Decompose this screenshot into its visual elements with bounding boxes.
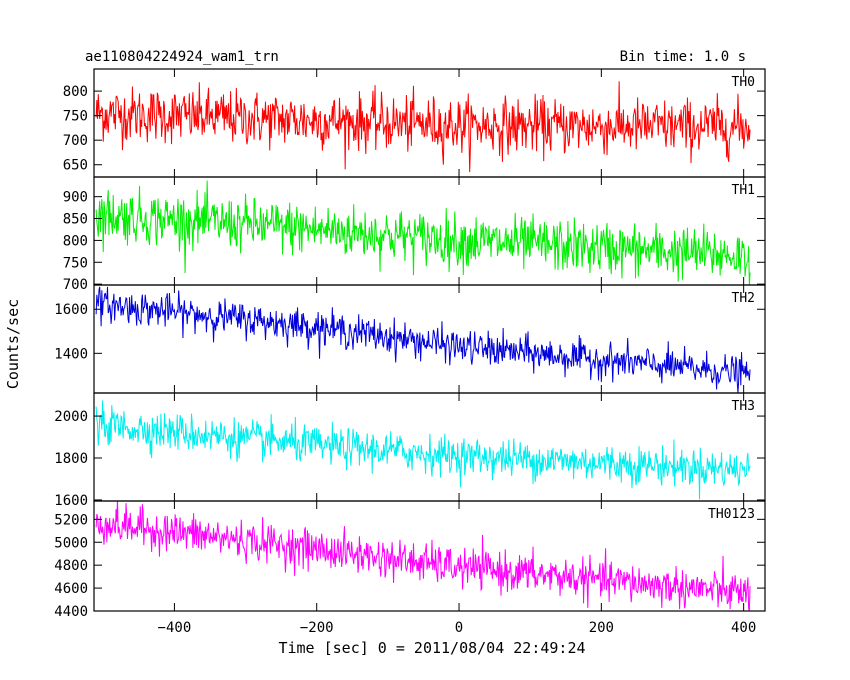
x-tick-label: 200 — [589, 620, 614, 636]
bin-time-label: Bin time: 1.0 s — [620, 49, 746, 65]
series-line-th3 — [95, 400, 751, 500]
panel-label-th1: TH1 — [732, 183, 755, 198]
y-tick-label: 5200 — [54, 512, 88, 528]
panel-label-th3: TH3 — [732, 399, 755, 414]
x-tick-label: 400 — [731, 620, 756, 636]
series-line-th1 — [95, 180, 751, 285]
panel-label-th0: TH0 — [732, 75, 755, 90]
x-tick-label: −200 — [300, 620, 334, 636]
x-tick-label: −400 — [158, 620, 192, 636]
y-tick-label: 1400 — [54, 346, 88, 362]
y-tick-label: 4800 — [54, 558, 88, 574]
panel-th0: 650 700 750 800 TH0 — [63, 68, 766, 178]
y-tick-label: 750 — [63, 109, 88, 125]
x-axis-label: Time [sec] 0 = 2011/08/04 22:49:24 — [278, 639, 585, 657]
series-line-th0123 — [95, 501, 751, 611]
y-tick-label: 850 — [63, 212, 88, 228]
y-tick-label: 800 — [63, 84, 88, 100]
series-line-th2 — [95, 286, 751, 393]
panel-frame — [93, 500, 766, 612]
panel-th2: 1400 1600 TH2 — [54, 284, 766, 394]
y-tick-label: 4400 — [54, 604, 88, 620]
y-tick-label: 1600 — [54, 493, 88, 509]
y-tick-label: 650 — [63, 158, 88, 174]
y-tick-label: 800 — [63, 233, 88, 249]
y-tick-label: 2000 — [54, 409, 88, 425]
panel-th3: 1600 1800 2000 TH3 — [54, 392, 766, 509]
chart-title: ae110804224924_wam1_trn — [85, 49, 279, 65]
x-tick-label: 0 — [455, 620, 463, 636]
y-tick-label: 1600 — [54, 302, 88, 318]
panel-frame — [93, 284, 766, 394]
x-axis: −400 −200 0 200 400 — [158, 620, 757, 636]
y-tick-label: 4600 — [54, 581, 88, 597]
y-tick-label: 700 — [63, 133, 88, 149]
panel-label-th2: TH2 — [732, 291, 755, 306]
y-tick-label: 750 — [63, 255, 88, 271]
y-tick-label: 700 — [63, 277, 88, 293]
y-tick-label: 900 — [63, 190, 88, 206]
series-line-th0 — [95, 81, 751, 173]
y-tick-label: 5000 — [54, 535, 88, 551]
panel-th1: 700 750 800 850 900 TH1 — [63, 176, 766, 293]
panel-label-th0123: TH0123 — [708, 507, 755, 522]
y-axis-label: Counts/sec — [4, 299, 22, 389]
panels-group: 650 700 750 800 TH0 700 750 800 850 900 TH1 1400 160… — [54, 68, 766, 620]
panel-th0123: 4400 4600 4800 5000 5200 TH0123 — [54, 500, 766, 620]
panel-frame — [93, 176, 766, 286]
y-tick-label: 1800 — [54, 451, 88, 467]
